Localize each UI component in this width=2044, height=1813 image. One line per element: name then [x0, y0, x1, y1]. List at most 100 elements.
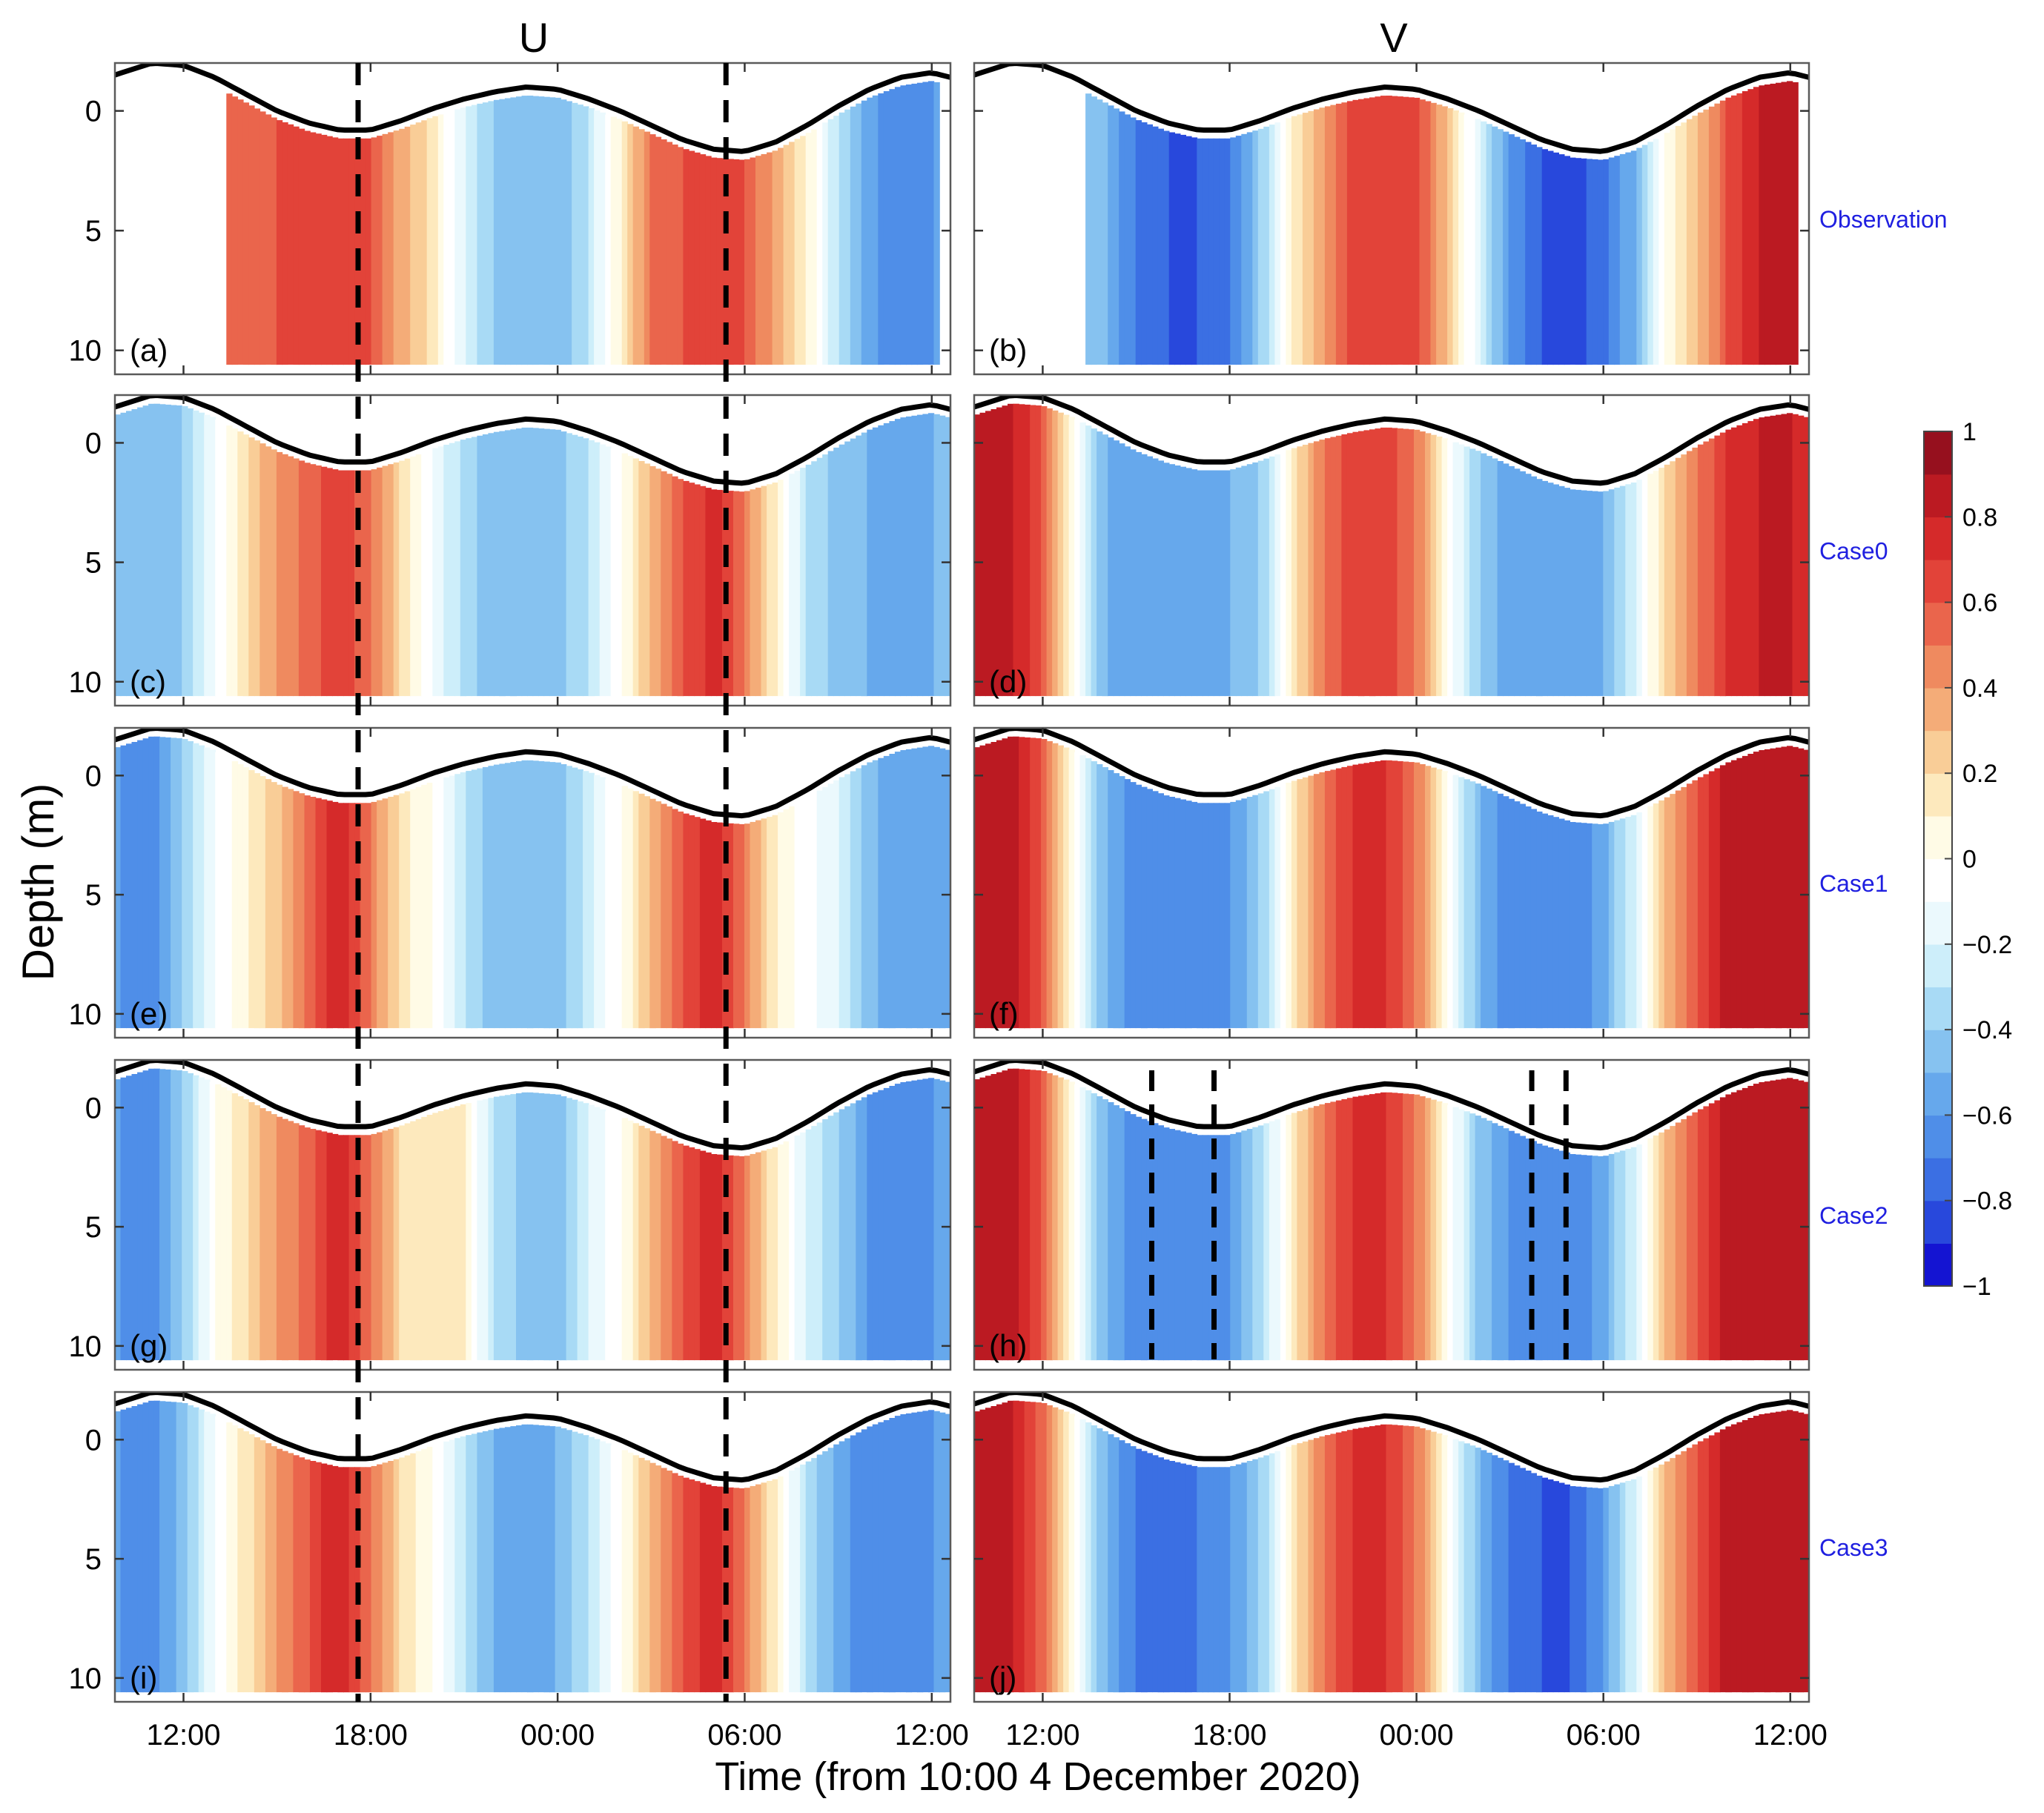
velocity-cell	[894, 1084, 902, 1361]
y-tick-label: 10	[69, 335, 102, 368]
velocity-cell	[985, 411, 992, 697]
velocity-cell	[649, 798, 656, 1029]
velocity-cell	[861, 432, 868, 697]
velocity-cell	[1564, 1484, 1570, 1693]
velocity-cell	[1764, 1081, 1771, 1361]
velocity-cell	[705, 488, 712, 697]
panel-label: (d)	[989, 664, 1027, 699]
velocity-cell	[1180, 466, 1186, 697]
velocity-cell	[839, 444, 845, 697]
velocity-cell	[1208, 803, 1214, 1029]
velocity-cell	[1686, 1116, 1693, 1361]
velocity-cell	[1742, 1087, 1749, 1361]
velocity-cell	[1519, 139, 1526, 365]
velocity-cell	[1074, 752, 1081, 1029]
velocity-cell	[1146, 1121, 1153, 1361]
velocity-cell	[683, 813, 689, 1029]
velocity-cell	[916, 414, 924, 697]
velocity-cell	[1764, 749, 1771, 1029]
velocity-cell	[1308, 775, 1314, 1029]
velocity-cell	[1263, 1455, 1270, 1693]
velocity-cell	[610, 781, 617, 1029]
velocity-cell	[337, 1467, 344, 1693]
surface-elevation-line	[974, 395, 1809, 486]
velocity-cell	[142, 738, 149, 1029]
velocity-cell	[1463, 779, 1470, 1029]
velocity-cell	[677, 811, 684, 1029]
velocity-cell	[616, 783, 623, 1029]
velocity-cell	[588, 440, 595, 697]
colorbar-tick-label: −0.4	[1962, 1016, 2012, 1044]
velocity-cell	[1335, 1432, 1343, 1693]
y-tick-label: 5	[85, 547, 102, 580]
velocity-cell	[1792, 82, 1799, 365]
velocity-cell	[1747, 754, 1754, 1029]
velocity-cell	[661, 803, 667, 1029]
velocity-cell	[1352, 431, 1359, 697]
velocity-cell	[471, 437, 478, 697]
velocity-cell	[1335, 1100, 1343, 1361]
velocity-cell	[761, 818, 767, 1029]
velocity-cell	[772, 1147, 778, 1361]
velocity-cell	[254, 773, 261, 1029]
velocity-cell	[493, 431, 500, 697]
velocity-cell	[1759, 750, 1765, 1029]
velocity-cell	[276, 451, 283, 697]
velocity-cell	[421, 1448, 428, 1693]
velocity-cell	[844, 1438, 851, 1693]
velocity-cell	[482, 1098, 489, 1361]
velocity-cell	[1575, 158, 1581, 365]
velocity-cell	[510, 429, 517, 697]
velocity-cell	[1536, 147, 1543, 365]
velocity-cell	[666, 1471, 673, 1693]
panel-label: (f)	[989, 996, 1019, 1031]
velocity-cell	[1191, 1465, 1198, 1693]
velocity-cell	[816, 125, 823, 365]
velocity-cell	[1313, 1438, 1320, 1693]
velocity-cell	[1792, 1078, 1799, 1361]
velocity-cell	[1202, 138, 1209, 365]
velocity-cell	[115, 1411, 122, 1693]
velocity-cell	[1614, 1152, 1621, 1361]
velocity-cell	[1514, 1133, 1521, 1361]
velocity-cell	[366, 138, 372, 365]
velocity-cell	[265, 446, 272, 697]
velocity-cell	[1430, 1431, 1437, 1693]
velocity-cell	[844, 1106, 851, 1361]
velocity-cell	[1297, 114, 1303, 365]
velocity-cell	[126, 1075, 133, 1361]
velocity-cell	[1185, 468, 1192, 697]
velocity-cell	[1386, 760, 1392, 1029]
velocity-cell	[165, 404, 171, 697]
velocity-cell	[388, 464, 394, 697]
velocity-cell	[1447, 1104, 1454, 1361]
velocity-cell	[716, 489, 723, 697]
velocity-cell	[1608, 157, 1615, 365]
velocity-cell	[1552, 484, 1559, 697]
velocity-cell	[850, 771, 857, 1029]
velocity-cell	[822, 1118, 829, 1361]
velocity-cell	[1564, 156, 1570, 365]
velocity-cell	[1581, 823, 1587, 1029]
velocity-cell	[477, 1432, 483, 1693]
velocity-cell	[974, 747, 981, 1029]
velocity-cell	[538, 96, 545, 365]
velocity-cell	[1246, 1129, 1254, 1361]
velocity-cell	[1375, 96, 1381, 365]
velocity-cell	[945, 417, 950, 697]
velocity-cell	[1581, 1155, 1587, 1361]
colorbar-swatch	[1924, 431, 1952, 475]
velocity-cell	[778, 480, 784, 697]
x-tick-label: 00:00	[520, 1719, 595, 1751]
velocity-cell	[800, 136, 807, 365]
velocity-cell	[1614, 1484, 1621, 1693]
velocity-cell	[1670, 1126, 1676, 1361]
velocity-cell	[883, 1087, 890, 1361]
velocity-cell	[761, 485, 767, 697]
velocity-cell	[1692, 1444, 1699, 1693]
velocity-cell	[265, 114, 272, 365]
velocity-cell	[1603, 491, 1610, 697]
velocity-cell	[1586, 491, 1592, 697]
velocity-cell	[271, 1446, 277, 1693]
velocity-cell	[1764, 84, 1771, 365]
